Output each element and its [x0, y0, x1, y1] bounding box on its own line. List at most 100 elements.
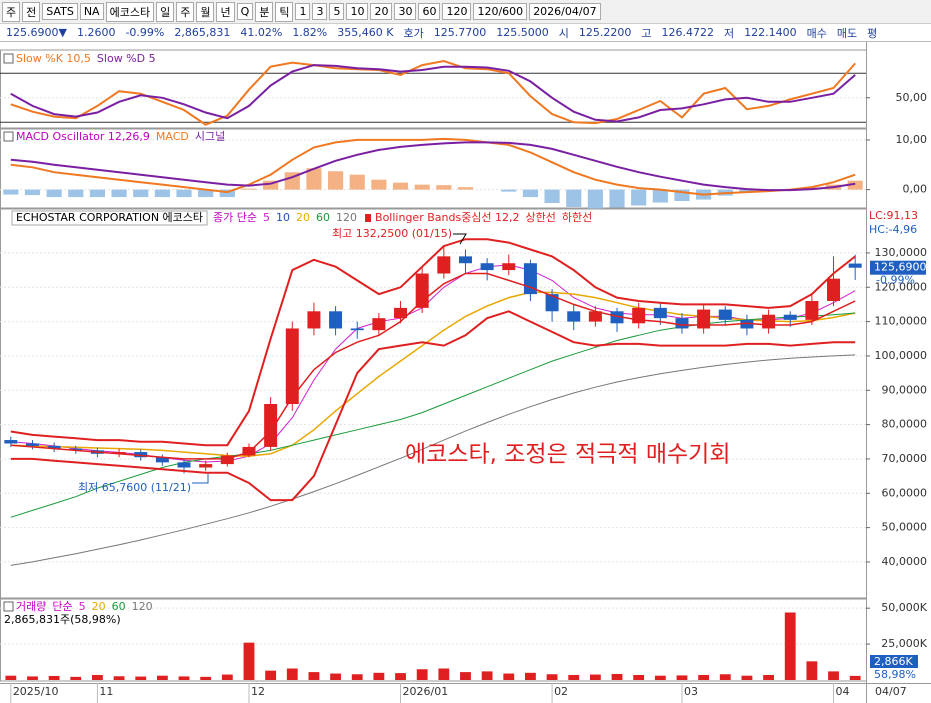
candle-body	[610, 311, 624, 324]
tb-item[interactable]: 일	[156, 1, 175, 22]
candle-body	[567, 311, 581, 322]
tb-item[interactable]: 5	[329, 3, 345, 20]
oscillator-bar	[219, 189, 235, 198]
volume-bar	[243, 642, 255, 680]
candle-body	[675, 318, 689, 329]
oscillator-bar	[566, 189, 582, 208]
tb-item[interactable]: 년	[216, 1, 235, 22]
legend-item: Slow %K 10,5	[16, 52, 91, 65]
oscillator-bar	[327, 171, 344, 190]
candle-body	[350, 328, 364, 331]
volume-bar	[5, 675, 17, 680]
series-line	[10, 354, 856, 566]
x-tick-label: 02	[554, 685, 568, 698]
oscillator-bar	[176, 189, 192, 198]
y-tick-label: 90,0000	[882, 383, 928, 396]
candle-body	[285, 328, 299, 404]
candle-body	[415, 273, 429, 308]
tb-item[interactable]: SATS	[42, 3, 78, 20]
oscillator-bar	[46, 189, 62, 198]
q-item: 126.4722	[661, 26, 714, 39]
candle-body	[329, 311, 343, 329]
tb-item[interactable]: 에코스타	[105, 1, 155, 22]
volume-bar	[503, 673, 515, 680]
x-tick-label: 12	[251, 685, 265, 698]
x-tick-label: 03	[684, 685, 698, 698]
legend-item: MACD Oscillator 12,26,9	[16, 130, 150, 143]
tb-item[interactable]: 전	[22, 1, 41, 22]
q-item: 125.2200	[578, 26, 632, 39]
volume-bar	[784, 612, 796, 680]
y-tick-label: 110,0000	[875, 315, 928, 328]
volume-bar	[849, 675, 861, 680]
legend-item: 60	[316, 211, 330, 224]
tb-item[interactable]: 30	[394, 3, 417, 20]
candle-body	[480, 263, 494, 271]
tb-item[interactable]: 3	[312, 3, 328, 20]
tb-item[interactable]: 10	[346, 3, 369, 20]
tb-item[interactable]: 분	[255, 1, 274, 22]
series-line	[10, 64, 856, 123]
q-item: 시	[558, 26, 569, 40]
legend-item: 5	[79, 600, 86, 613]
candle-body	[458, 256, 472, 264]
candle-body	[805, 300, 819, 320]
y-tick-label: 60,0000	[882, 486, 928, 499]
oscillator-bar	[154, 189, 170, 198]
tb-item[interactable]: 주	[2, 1, 21, 22]
tb-item[interactable]: 1	[295, 3, 311, 20]
oscillator-bar	[544, 189, 560, 204]
candle-body	[394, 307, 408, 319]
oscillator-bar	[198, 189, 214, 198]
tb-item[interactable]: 월	[196, 1, 215, 22]
tb-item[interactable]: 120/600	[473, 3, 528, 20]
candle-body	[372, 318, 386, 331]
q-item: 125.5000	[496, 26, 549, 39]
legend-icon	[3, 601, 14, 612]
candle-body	[47, 445, 61, 449]
legend-icon	[3, 53, 14, 64]
volume-bar	[200, 676, 212, 680]
oscillator-bar	[371, 179, 387, 190]
candle-body	[762, 314, 776, 329]
series-line	[10, 312, 856, 518]
x-last-date: 04/07	[875, 685, 907, 698]
legend-item: 종가 단순	[213, 211, 257, 224]
oscillator-bar	[501, 189, 517, 192]
q-item: 1.82%	[292, 26, 328, 39]
annotation: 최저 65,7600 (11/21)	[78, 481, 191, 494]
volume-bar	[92, 674, 103, 680]
oscillator-bar	[68, 189, 84, 198]
legend-item: 거래량	[16, 600, 46, 613]
candle-body	[112, 452, 126, 454]
y-tick-label: 0,00	[903, 183, 928, 196]
candle-body	[155, 457, 169, 463]
panel-frame	[0, 597, 867, 682]
q-item: 고	[641, 26, 652, 40]
tb-item[interactable]: 20	[370, 3, 393, 20]
volume-bar	[741, 675, 753, 680]
series-line	[10, 264, 856, 463]
candle-body	[4, 440, 18, 444]
tb-item[interactable]: 60	[418, 3, 441, 20]
right-label: LC:91,13	[869, 209, 918, 222]
tb-item[interactable]: Q	[236, 3, 254, 20]
oscillator-bar	[674, 189, 690, 202]
tb-item[interactable]: 주	[176, 1, 195, 22]
y-tick-label: 25,000K	[881, 637, 927, 650]
tb-item[interactable]: NA	[79, 3, 104, 20]
y-tick-label: 70,0000	[882, 452, 928, 465]
tb-item[interactable]: 120	[442, 3, 472, 20]
x-tick-label: 04	[836, 685, 850, 698]
volume-bar	[308, 672, 320, 680]
legend-item: MACD	[156, 130, 189, 143]
tb-item[interactable]: 2026/04/07	[529, 3, 601, 20]
volume-bar	[568, 674, 580, 680]
tb-item[interactable]: 틱	[275, 1, 294, 22]
y-tick-label: 130,0000	[875, 246, 928, 259]
candle-body	[848, 263, 862, 268]
candle-body	[199, 464, 213, 468]
right-label: 2,866K	[874, 655, 913, 668]
legend-icon	[3, 131, 14, 142]
